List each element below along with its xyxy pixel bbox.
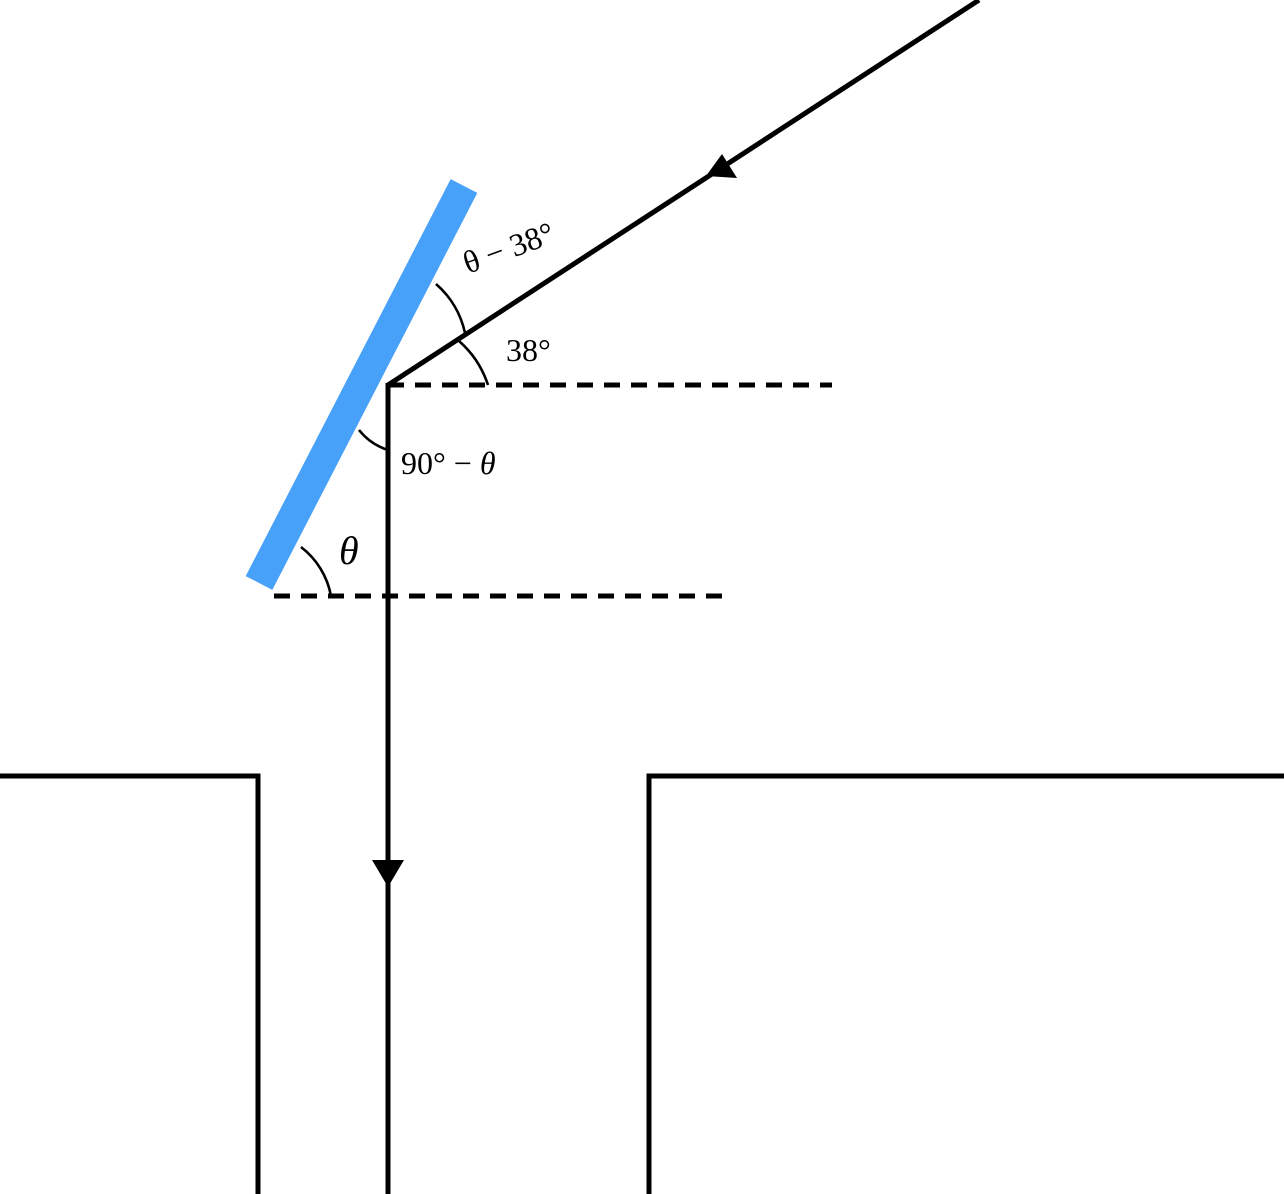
label-90-minus-theta: 90° − θ — [401, 445, 496, 481]
angle-arc-theta-minus-38 — [435, 283, 467, 334]
label-theta: θ — [339, 528, 359, 573]
incident-arrow-icon — [706, 154, 737, 178]
right-wall — [646, 773, 1284, 1194]
label-38-degrees: 38° — [506, 332, 551, 368]
mirror — [245, 179, 478, 590]
incident-ray — [386, 0, 981, 388]
label-90-minus-theta-theta: θ — [480, 445, 496, 481]
left-wall — [0, 773, 261, 1194]
angle-arc-90-minus-theta — [357, 429, 389, 452]
label-theta-minus-38-rest: − 38° — [472, 215, 558, 276]
angle-arc-38 — [458, 340, 490, 386]
angle-arc-theta — [300, 545, 333, 597]
label-90-minus-theta-num: 90° − — [401, 445, 480, 481]
label-theta-minus-38: θ − 38° — [458, 215, 559, 281]
reflected-arrow-icon — [372, 860, 404, 887]
